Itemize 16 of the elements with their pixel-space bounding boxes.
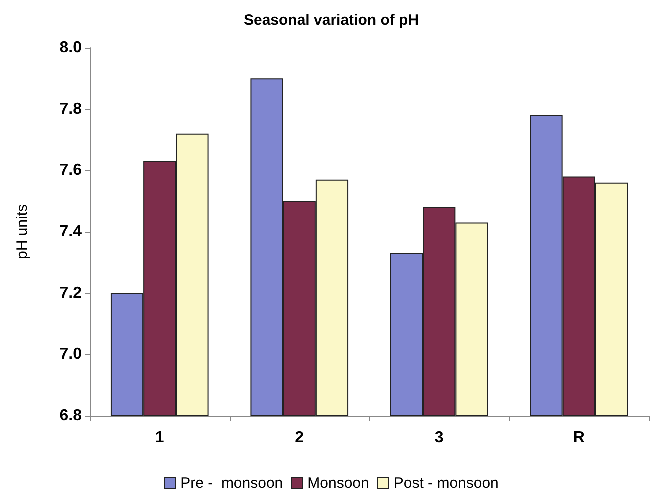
x-tick-label: 2 [295,430,304,446]
y-tick-label: 6.8 [60,408,82,424]
y-tick-label: 7.8 [60,100,82,118]
legend-label: Monsoon [308,475,370,492]
x-tick-label: 1 [155,430,164,446]
y-tick-label: 7.4 [60,224,82,240]
x-tick-label: 3 [434,430,444,446]
y-tick-label: 7.2 [60,284,82,302]
chart-title: Seasonal variation of pH [244,12,420,29]
y-tick-label: 7.6 [60,162,82,180]
y-tick-label: 8.0 [60,40,82,56]
legend-label: Pre - monsoon [180,475,284,492]
y-axis-title: pH units [14,204,31,260]
y-tick-label: 7.0 [60,346,82,364]
legend-label: Post - monsoon [394,475,499,492]
x-tick-label: R [573,430,586,446]
